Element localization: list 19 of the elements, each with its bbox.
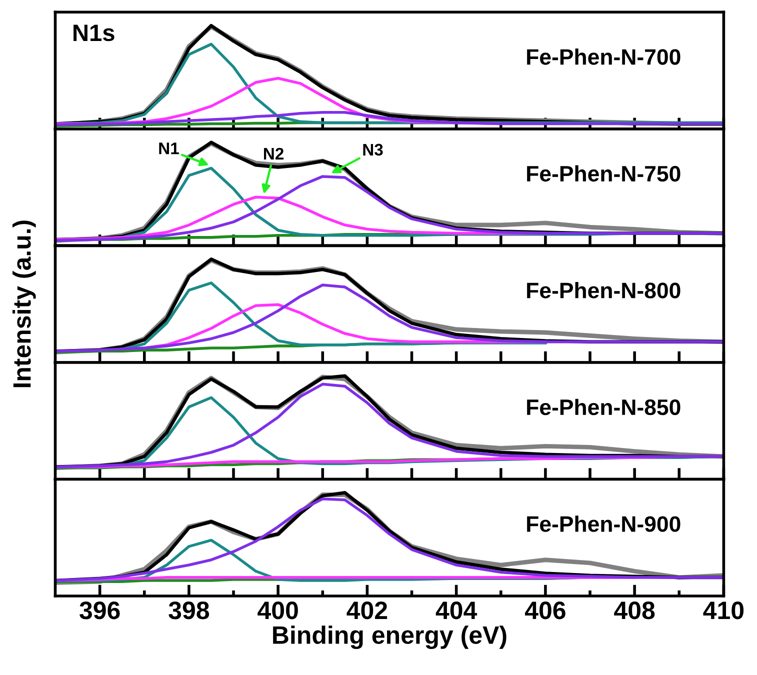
annotation: N1s (74, 24, 114, 42)
x-tick-label: 410 (703, 602, 744, 620)
text: Fe-Phen-N-850 (527, 398, 680, 416)
x-tick-label: 398 (168, 602, 210, 620)
annotation: N1 (159, 142, 179, 154)
annotation: N3 (363, 144, 383, 156)
x-tick-label: 396 (80, 602, 120, 620)
text: Fe-Phen-N-900 (527, 516, 680, 532)
x-tick-label: 408 (614, 602, 655, 620)
text: Fe-Phen-N-750 (527, 165, 680, 182)
x-tick-label: 400 (258, 602, 298, 620)
x-axis-title: Binding energy (eV) (273, 626, 506, 649)
annotation: N2 (264, 148, 284, 160)
text: Fe-Phen-N-700 (527, 48, 680, 65)
y-axis-title: Intensity (a.u.) (12, 220, 36, 388)
text: Fe-Phen-N-800 (527, 282, 680, 298)
x-tick-label: 402 (346, 602, 388, 620)
x-tick-label: 404 (436, 602, 478, 620)
x-tick-label: 406 (524, 602, 566, 620)
